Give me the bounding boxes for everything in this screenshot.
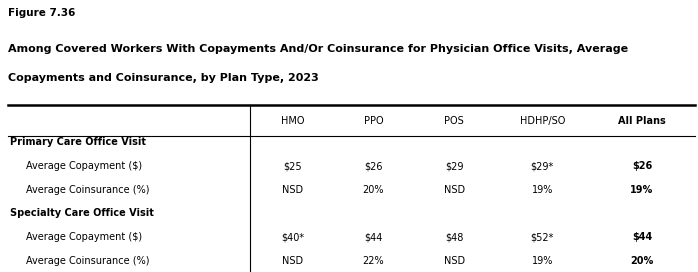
Text: Primary Care Office Visit: Primary Care Office Visit — [10, 137, 146, 147]
Text: $25: $25 — [283, 161, 302, 171]
Text: PPO: PPO — [364, 116, 383, 126]
Text: Copayments and Coinsurance, by Plan Type, 2023: Copayments and Coinsurance, by Plan Type… — [8, 73, 319, 84]
Text: 22%: 22% — [362, 256, 384, 266]
Text: HDHP/SO: HDHP/SO — [519, 116, 565, 126]
Text: HMO: HMO — [281, 116, 304, 126]
Text: $44: $44 — [632, 232, 652, 242]
Text: 19%: 19% — [630, 185, 653, 195]
Text: $29: $29 — [445, 161, 463, 171]
Text: 19%: 19% — [531, 185, 553, 195]
Text: Specialty Care Office Visit: Specialty Care Office Visit — [10, 208, 154, 218]
Text: NSD: NSD — [444, 185, 465, 195]
Text: Among Covered Workers With Copayments And/Or Coinsurance for Physician Office Vi: Among Covered Workers With Copayments An… — [8, 44, 628, 54]
Text: NSD: NSD — [282, 256, 303, 266]
Text: Average Copayment ($): Average Copayment ($) — [26, 161, 142, 171]
Text: $44: $44 — [364, 232, 383, 242]
Text: Average Coinsurance (%): Average Coinsurance (%) — [26, 185, 149, 195]
Text: Figure 7.36: Figure 7.36 — [8, 8, 76, 18]
Text: $48: $48 — [445, 232, 463, 242]
Text: $26: $26 — [632, 161, 652, 171]
Text: NSD: NSD — [282, 185, 303, 195]
Text: $40*: $40* — [281, 232, 304, 242]
Text: NSD: NSD — [444, 256, 465, 266]
Text: $52*: $52* — [530, 232, 554, 242]
Text: 19%: 19% — [531, 256, 553, 266]
Text: All Plans: All Plans — [618, 116, 666, 126]
Text: Average Copayment ($): Average Copayment ($) — [26, 232, 142, 242]
Text: 20%: 20% — [363, 185, 384, 195]
Text: Average Coinsurance (%): Average Coinsurance (%) — [26, 256, 149, 266]
Text: $26: $26 — [364, 161, 383, 171]
Text: 20%: 20% — [630, 256, 653, 266]
Text: POS: POS — [445, 116, 464, 126]
Text: $29*: $29* — [530, 161, 554, 171]
